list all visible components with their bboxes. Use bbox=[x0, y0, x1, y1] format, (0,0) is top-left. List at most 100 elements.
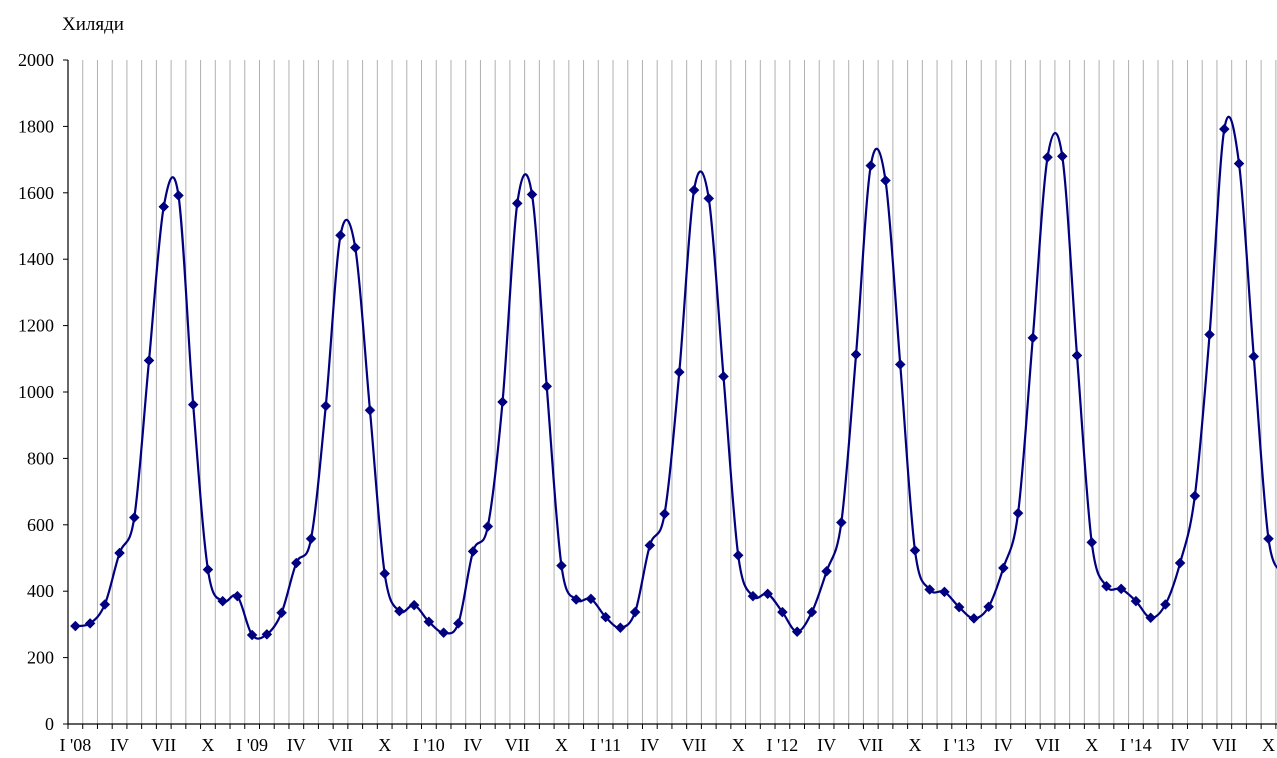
data-point-marker bbox=[1087, 537, 1097, 547]
data-point-marker bbox=[291, 558, 301, 568]
data-point-marker bbox=[1249, 351, 1259, 361]
data-point-marker bbox=[527, 189, 537, 199]
x-tick-label: VII bbox=[328, 735, 353, 755]
data-point-marker bbox=[1175, 558, 1185, 568]
data-point-marker bbox=[1190, 491, 1200, 501]
x-tick-label: IV bbox=[994, 735, 1013, 755]
y-tick-label: 1400 bbox=[18, 249, 54, 269]
data-point-marker bbox=[129, 512, 139, 522]
data-point-marker bbox=[512, 198, 522, 208]
data-point-marker bbox=[115, 548, 125, 558]
y-tick-label: 0 bbox=[45, 714, 54, 734]
y-tick-label: 2000 bbox=[18, 50, 54, 70]
data-point-marker bbox=[851, 349, 861, 359]
x-tick-label: IV bbox=[110, 735, 129, 755]
data-point-marker bbox=[188, 400, 198, 410]
data-point-marker bbox=[336, 230, 346, 240]
data-point-marker bbox=[822, 566, 832, 576]
x-tick-label: I '14 bbox=[1120, 735, 1152, 755]
data-point-marker bbox=[718, 371, 728, 381]
data-point-marker bbox=[1043, 152, 1053, 162]
x-tick-label: IV bbox=[817, 735, 836, 755]
x-tick-label: IV bbox=[464, 735, 483, 755]
data-point-marker bbox=[866, 161, 876, 171]
data-point-marker bbox=[1219, 124, 1229, 134]
data-point-marker bbox=[439, 628, 449, 638]
data-point-marker bbox=[1263, 534, 1273, 544]
x-tick-label: X bbox=[908, 735, 921, 755]
y-tick-label: 200 bbox=[27, 648, 54, 668]
data-point-marker bbox=[807, 607, 817, 617]
x-tick-label: IV bbox=[1171, 735, 1190, 755]
data-point-marker bbox=[70, 621, 80, 631]
x-tick-label: IV bbox=[640, 735, 659, 755]
data-point-marker bbox=[895, 359, 905, 369]
data-point-marker bbox=[556, 561, 566, 571]
data-point-marker bbox=[380, 569, 390, 579]
data-point-marker bbox=[542, 381, 552, 391]
data-point-marker bbox=[468, 546, 478, 556]
data-point-marker bbox=[910, 545, 920, 555]
data-point-marker bbox=[1072, 350, 1082, 360]
x-tick-label: IV bbox=[287, 735, 306, 755]
data-point-marker bbox=[100, 599, 110, 609]
data-point-marker bbox=[630, 607, 640, 617]
data-point-marker bbox=[365, 405, 375, 415]
x-tick-label: I '10 bbox=[413, 735, 445, 755]
data-point-marker bbox=[689, 185, 699, 195]
x-tick-label: X bbox=[732, 735, 745, 755]
y-tick-label: 600 bbox=[27, 515, 54, 535]
data-point-marker bbox=[277, 608, 287, 618]
x-tick-label: X bbox=[378, 735, 391, 755]
y-tick-label: 1600 bbox=[18, 183, 54, 203]
data-point-marker bbox=[1028, 333, 1038, 343]
y-tick-label: 1800 bbox=[18, 116, 54, 136]
x-tick-label: I '13 bbox=[943, 735, 975, 755]
x-tick-label: VII bbox=[1035, 735, 1060, 755]
x-tick-label: X bbox=[1262, 735, 1275, 755]
x-tick-label: VII bbox=[1212, 735, 1237, 755]
data-point-marker bbox=[836, 517, 846, 527]
y-tick-label: 1000 bbox=[18, 382, 54, 402]
data-point-marker bbox=[159, 202, 169, 212]
data-point-marker bbox=[733, 550, 743, 560]
data-point-marker bbox=[232, 591, 242, 601]
x-tick-label: X bbox=[555, 735, 568, 755]
data-point-marker bbox=[660, 509, 670, 519]
data-point-marker bbox=[350, 243, 360, 253]
data-point-marker bbox=[173, 190, 183, 200]
y-tick-label: 1200 bbox=[18, 316, 54, 336]
x-tick-label: VII bbox=[858, 735, 883, 755]
data-point-marker bbox=[306, 534, 316, 544]
data-point-marker bbox=[1013, 508, 1023, 518]
x-tick-label: I '11 bbox=[590, 735, 621, 755]
x-tick-label: VII bbox=[682, 735, 707, 755]
data-point-marker bbox=[498, 397, 508, 407]
x-tick-label: I '08 bbox=[59, 735, 91, 755]
x-tick-label: VII bbox=[151, 735, 176, 755]
data-point-marker bbox=[704, 193, 714, 203]
data-point-marker bbox=[218, 596, 228, 606]
data-point-marker bbox=[1057, 151, 1067, 161]
data-point-marker bbox=[144, 355, 154, 365]
x-tick-label: X bbox=[201, 735, 214, 755]
data-point-marker bbox=[645, 540, 655, 550]
data-point-marker bbox=[998, 563, 1008, 573]
data-point-marker bbox=[1234, 159, 1244, 169]
data-point-marker bbox=[453, 618, 463, 628]
data-point-marker bbox=[483, 521, 493, 531]
y-tick-label: 800 bbox=[27, 448, 54, 468]
x-tick-label: VII bbox=[505, 735, 530, 755]
data-point-marker bbox=[615, 623, 625, 633]
x-tick-label: X bbox=[1085, 735, 1098, 755]
data-point-marker bbox=[203, 565, 213, 575]
data-point-marker bbox=[1160, 599, 1170, 609]
x-tick-label: I '09 bbox=[236, 735, 268, 755]
data-point-marker bbox=[1205, 330, 1215, 340]
data-point-marker bbox=[321, 401, 331, 411]
data-point-marker bbox=[881, 176, 891, 186]
data-point-marker bbox=[969, 613, 979, 623]
data-point-marker bbox=[674, 367, 684, 377]
y-tick-label: 400 bbox=[27, 581, 54, 601]
